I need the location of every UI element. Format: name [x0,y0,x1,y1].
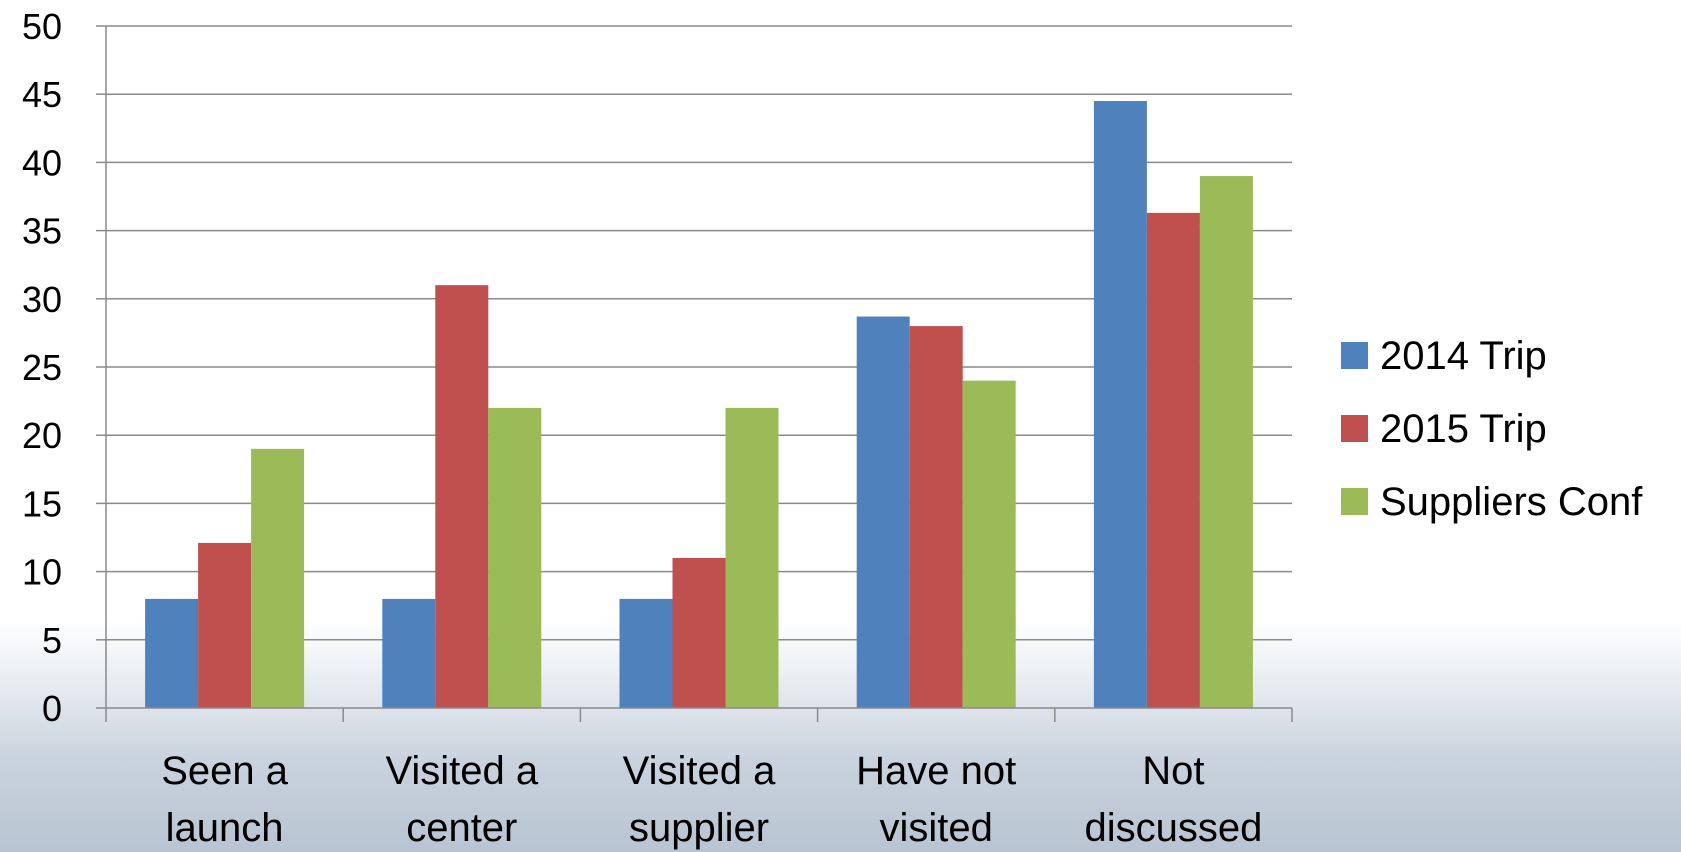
x-category-label: Visited a [623,749,776,793]
x-category-label: Visited a [385,749,538,793]
bar-2015-trip [198,542,252,708]
bar-2014-trip [1093,101,1147,708]
x-category-label: launch [166,806,284,850]
bar-suppliers-conf [488,407,542,708]
x-category-label: Seen a [161,749,289,793]
y-tick-label: 10 [22,552,62,593]
y-tick-label: 0 [42,688,62,729]
y-tick-label: 35 [22,211,62,252]
x-category-label: center [406,806,517,850]
bar-2015-trip [435,285,489,708]
x-category-label: discussed [1084,806,1262,850]
y-tick-label: 40 [22,142,62,183]
legend-label: Suppliers Conf [1380,480,1643,524]
y-axis-ticks: 0 5 10 15 20 25 30 35 40 45 50 [22,6,106,729]
bar-2015-trip [909,326,963,708]
bar-suppliers-conf [725,407,779,708]
bar-2015-trip [1146,212,1200,709]
y-tick-label: 15 [22,483,62,524]
bars [145,101,1253,709]
legend: 2014 Trip 2015 Trip Suppliers Conf [1341,334,1643,524]
bar-2014-trip [619,598,673,708]
y-tick-label: 25 [22,347,62,388]
x-axis-labels: Seen a launch Visited a center Visited a supp… [161,749,1262,850]
x-category-label: supplier [629,806,769,850]
bar-suppliers-conf [962,380,1016,708]
y-tick-label: 45 [22,74,62,115]
bar-2014-trip [382,598,436,708]
y-tick-label: 20 [22,415,62,456]
legend-swatch [1341,342,1368,369]
y-tick-label: 30 [22,279,62,320]
bar-2014-trip [856,316,910,708]
y-tick-label: 50 [22,6,62,47]
x-category-label: visited [880,806,993,850]
x-category-label: Not [1142,749,1204,793]
legend-swatch [1341,415,1368,442]
legend-swatch [1341,488,1368,515]
bar-2015-trip [672,557,726,708]
bar-suppliers-conf [1199,176,1253,709]
bar-2014-trip [145,598,199,708]
bar-suppliers-conf [251,448,305,708]
legend-label: 2015 Trip [1380,407,1547,451]
legend-label: 2014 Trip [1380,334,1547,378]
y-tick-label: 5 [42,620,62,661]
x-category-label: Have not [856,749,1016,793]
axes [105,26,1293,722]
